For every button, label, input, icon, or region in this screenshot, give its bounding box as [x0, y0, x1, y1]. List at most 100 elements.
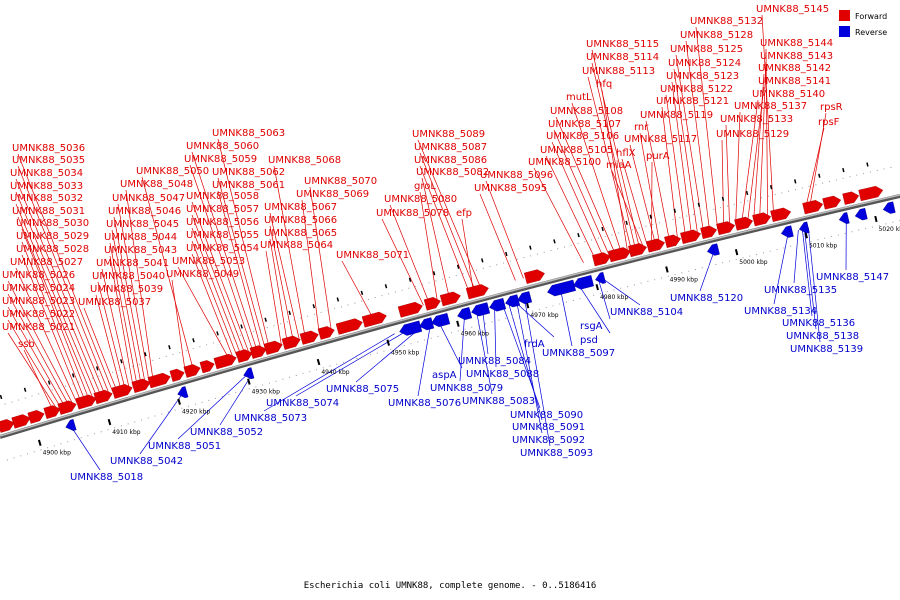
- forward-gene-label: UMNK88_5070: [304, 176, 377, 187]
- forward-leader-line: [591, 62, 636, 250]
- reverse-leader-line: [295, 329, 409, 397]
- reverse-gene-label: UMNK88_5135: [764, 285, 837, 296]
- forward-gene-label: UMNK88_5035: [12, 155, 85, 166]
- legend-reverse-swatch: [839, 26, 850, 37]
- forward-leader-line: [21, 241, 86, 402]
- forward-gene-label: UMNK88_5133: [720, 114, 793, 125]
- tick-mark: [107, 418, 112, 426]
- forward-leader-line: [645, 120, 670, 241]
- forward-gene-label: UMNK88_5100: [528, 157, 601, 168]
- forward-leader-line: [7, 293, 70, 407]
- forward-leader-line: [555, 116, 616, 255]
- reverse-gene-arrow: [706, 243, 720, 256]
- reverse-gene-label: UMNK88_5134: [744, 306, 817, 317]
- forward-gene-label: UMNK88_5024: [2, 283, 75, 294]
- track-marker: [456, 264, 460, 269]
- forward-leader-line: [111, 229, 142, 385]
- forward-gene-label: UMNK88_5021: [2, 322, 75, 333]
- tick-mark: [316, 358, 321, 366]
- track-marker: [553, 239, 556, 244]
- forward-leader-line: [269, 225, 294, 342]
- forward-gene-label: rnr: [634, 122, 649, 133]
- reverse-gene-label: UMNK88_5051: [148, 441, 221, 452]
- forward-leader-line: [765, 48, 769, 217]
- forward-gene-arrow: [75, 394, 97, 410]
- forward-leader-line: [21, 254, 82, 403]
- forward-gene-label: UMNK88_5046: [108, 206, 181, 217]
- reverse-leader-line: [417, 323, 431, 397]
- forward-gene-label: UMNK88_5119: [640, 110, 713, 121]
- forward-gene-label: UMNK88_5039: [90, 284, 163, 295]
- forward-leader-line: [685, 40, 710, 232]
- forward-gene-label: UMNK88_5087: [414, 142, 487, 153]
- tick-label: 4940 kbp: [321, 369, 349, 376]
- forward-leader-line: [269, 238, 288, 343]
- forward-gene-label: UMNK88_5086: [414, 155, 487, 166]
- forward-leader-line: [7, 319, 62, 409]
- forward-leader-line: [341, 260, 374, 319]
- forward-leader-line: [171, 279, 186, 372]
- forward-leader-line: [15, 191, 102, 397]
- forward-leader-line: [117, 203, 150, 383]
- forward-gene-arrow: [131, 378, 151, 393]
- reverse-gene-label: UMNK88_5138: [786, 331, 859, 342]
- forward-gene-label: UMNK88_5032: [10, 193, 83, 204]
- forward-genes: [0, 185, 884, 433]
- forward-leader-line: [419, 191, 438, 302]
- reverse-gene-label: UMNK88_5139: [790, 344, 863, 355]
- forward-gene-arrow: [646, 238, 665, 253]
- forward-leader-line: [309, 186, 332, 331]
- track-marker: [71, 373, 75, 378]
- forward-leader-line: [177, 266, 230, 360]
- forward-gene-arrow: [57, 400, 77, 415]
- track-marker: [577, 233, 580, 238]
- forward-leader-line: [381, 218, 424, 306]
- reverse-gene-label: UMNK88_5104: [610, 307, 683, 318]
- forward-leader-line: [21, 228, 90, 401]
- forward-gene-arrow: [716, 221, 736, 236]
- tick-mark: [37, 439, 42, 446]
- forward-gene-arrow: [317, 326, 335, 340]
- forward-gene-label: miaA: [606, 160, 632, 171]
- track-marker: [505, 251, 508, 257]
- forward-leader-line: [671, 81, 692, 236]
- reverse-leader-line: [494, 306, 497, 368]
- reverse-gene-label: UMNK88_5018: [70, 472, 143, 483]
- forward-gene-arrow: [752, 212, 772, 227]
- forward-leader-line: [725, 124, 730, 227]
- forward-gene-arrow: [523, 269, 545, 284]
- forward-leader-line: [217, 138, 270, 348]
- reverse-leader-line: [699, 250, 715, 292]
- forward-gene-label: UMNK88_5082: [416, 167, 489, 178]
- reverse-leader-line: [516, 300, 543, 434]
- tick-label: 4970 kbp: [530, 312, 558, 319]
- forward-leader-line: [109, 255, 134, 388]
- forward-leader-line: [479, 193, 516, 281]
- forward-gene-arrow: [608, 247, 631, 263]
- forward-leader-line: [83, 307, 118, 392]
- forward-gene-arrow: [700, 225, 718, 240]
- reverse-gene-label: UMNK88_5052: [190, 427, 263, 438]
- track-marker: [649, 214, 652, 219]
- reverse-leader-line: [514, 301, 555, 338]
- track-marker: [408, 277, 412, 282]
- forward-gene-label: UMNK88_5132: [690, 16, 763, 27]
- reverse-gene-label: UMNK88_5092: [512, 435, 585, 446]
- gene-labels: ssbUMNK88_5021UMNK88_5022UMNK88_5023UMNK…: [2, 4, 889, 483]
- tick-label: 5020 kbp: [879, 226, 900, 233]
- forward-leader-line: [601, 89, 628, 252]
- forward-gene-label: mutL: [566, 92, 592, 103]
- reverse-leader-line: [524, 298, 551, 447]
- forward-leader-line: [15, 203, 98, 398]
- tick-label: 4930 kbp: [252, 389, 280, 396]
- reverse-gene-label: UMNK88_5042: [110, 456, 183, 467]
- forward-gene-label: purA: [646, 151, 670, 162]
- axis-ticks: 4900 kbp 4910 kbp 4920 kbp 4930 kbp 4940 kbp…: [0, 162, 900, 457]
- forward-leader-line: [125, 189, 154, 382]
- track-marker: [216, 331, 219, 336]
- reverse-gene-arrow: [489, 298, 507, 312]
- forward-gene-label: UMNK88_5057: [186, 204, 259, 215]
- track-marker: [240, 324, 243, 329]
- forward-gene-label: UMNK88_5106: [546, 131, 619, 142]
- reverse-leader-line: [598, 279, 611, 320]
